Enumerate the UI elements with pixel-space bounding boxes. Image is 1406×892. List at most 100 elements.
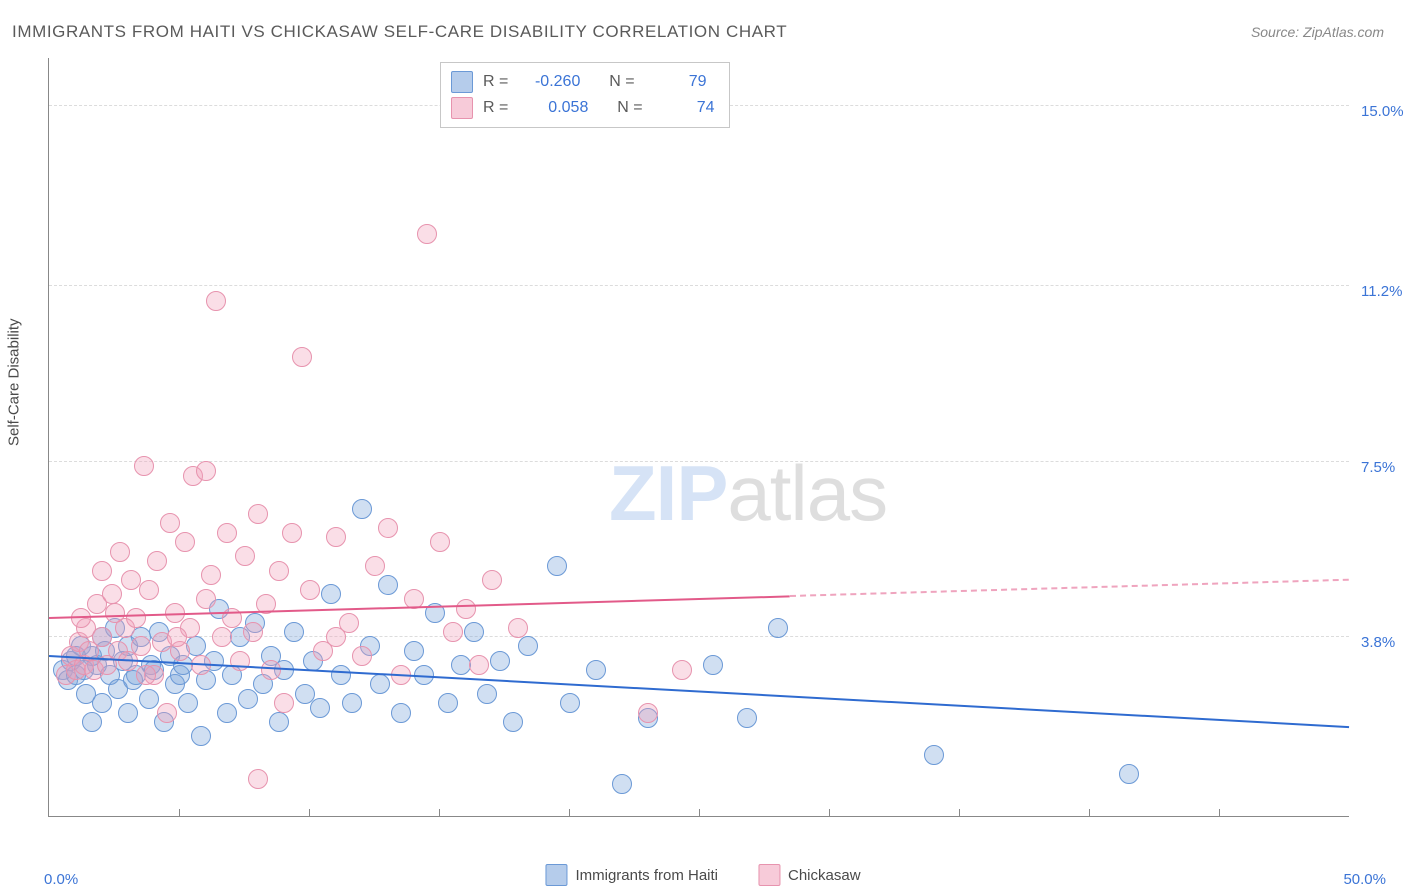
data-point <box>352 499 372 519</box>
data-point <box>300 580 320 600</box>
data-point <box>217 703 237 723</box>
legend-row: R = 0.058 N = 74 <box>451 95 715 121</box>
legend-row: R = -0.260 N = 79 <box>451 69 715 95</box>
data-point <box>269 561 289 581</box>
x-tick <box>179 809 180 817</box>
data-point <box>518 636 538 656</box>
data-point <box>136 665 156 685</box>
data-point <box>321 584 341 604</box>
data-point <box>217 523 237 543</box>
data-point <box>560 693 580 713</box>
data-point <box>269 712 289 732</box>
x-tick <box>1089 809 1090 817</box>
n-label: N = <box>609 69 634 95</box>
swatch-pink <box>758 864 780 886</box>
data-point <box>404 641 424 661</box>
data-point <box>157 703 177 723</box>
data-point <box>451 655 471 675</box>
data-point <box>737 708 757 728</box>
y-tick-label: 15.0% <box>1361 103 1404 120</box>
data-point <box>672 660 692 680</box>
data-point <box>391 703 411 723</box>
legend-label-pink: Chickasaw <box>788 867 861 884</box>
data-point <box>331 665 351 685</box>
scatter-plot: ZIPatlas 3.8%7.5%11.2%15.0% <box>48 58 1349 817</box>
y-tick-label: 11.2% <box>1361 283 1402 300</box>
data-point <box>261 660 281 680</box>
watermark-atlas: atlas <box>727 449 887 537</box>
data-point <box>191 726 211 746</box>
data-point <box>178 693 198 713</box>
data-point <box>430 532 450 552</box>
x-tick <box>829 809 830 817</box>
data-point <box>768 618 788 638</box>
data-point <box>139 580 159 600</box>
data-point <box>126 608 146 628</box>
data-point <box>482 570 502 590</box>
r-label: R = <box>483 69 508 95</box>
data-point <box>167 627 187 647</box>
chart-title: IMMIGRANTS FROM HAITI VS CHICKASAW SELF-… <box>12 22 787 42</box>
swatch-blue <box>451 71 473 93</box>
data-point <box>378 575 398 595</box>
data-point <box>924 745 944 765</box>
n-value-pink: 74 <box>653 95 715 121</box>
data-point <box>131 636 151 656</box>
x-tick <box>439 809 440 817</box>
swatch-blue <box>545 864 567 886</box>
data-point <box>92 693 112 713</box>
data-point <box>134 456 154 476</box>
data-point <box>196 461 216 481</box>
x-tick-label: 0.0% <box>44 871 78 888</box>
data-point <box>274 693 294 713</box>
data-point <box>102 584 122 604</box>
data-point <box>469 655 489 675</box>
x-tick <box>309 809 310 817</box>
data-point <box>417 224 437 244</box>
data-point <box>92 561 112 581</box>
data-point <box>490 651 510 671</box>
legend-item: Chickasaw <box>758 864 861 886</box>
correlation-legend: R = -0.260 N = 79 R = 0.058 N = 74 <box>440 62 730 128</box>
data-point <box>175 532 195 552</box>
data-point <box>284 622 304 642</box>
data-point <box>248 504 268 524</box>
data-point <box>238 689 258 709</box>
r-value-blue: -0.260 <box>518 69 580 95</box>
data-point <box>147 551 167 571</box>
data-point <box>292 347 312 367</box>
y-axis-label: Self-Care Disability <box>6 318 23 446</box>
r-value-pink: 0.058 <box>518 95 588 121</box>
x-tick <box>1219 809 1220 817</box>
data-point <box>160 513 180 533</box>
data-point <box>370 674 390 694</box>
watermark-zip: ZIP <box>609 449 727 537</box>
n-label: N = <box>617 95 642 121</box>
data-point <box>365 556 385 576</box>
data-point <box>1119 764 1139 784</box>
x-tick <box>569 809 570 817</box>
data-point <box>612 774 632 794</box>
data-point <box>248 769 268 789</box>
data-point <box>105 603 125 623</box>
data-point <box>110 542 130 562</box>
data-point <box>443 622 463 642</box>
swatch-pink <box>451 97 473 119</box>
source-label: Source: ZipAtlas.com <box>1251 24 1384 40</box>
series-legend: Immigrants from Haiti Chickasaw <box>545 864 860 886</box>
data-point <box>82 712 102 732</box>
data-point <box>503 712 523 732</box>
y-tick-label: 3.8% <box>1361 634 1395 651</box>
r-label: R = <box>483 95 508 121</box>
data-point <box>586 660 606 680</box>
x-tick <box>699 809 700 817</box>
gridline <box>49 461 1349 462</box>
legend-item: Immigrants from Haiti <box>545 864 718 886</box>
data-point <box>282 523 302 543</box>
data-point <box>342 693 362 713</box>
y-tick-label: 7.5% <box>1361 459 1395 476</box>
data-point <box>201 565 221 585</box>
data-point <box>326 527 346 547</box>
x-tick-label: 50.0% <box>1343 871 1386 888</box>
data-point <box>638 703 658 723</box>
